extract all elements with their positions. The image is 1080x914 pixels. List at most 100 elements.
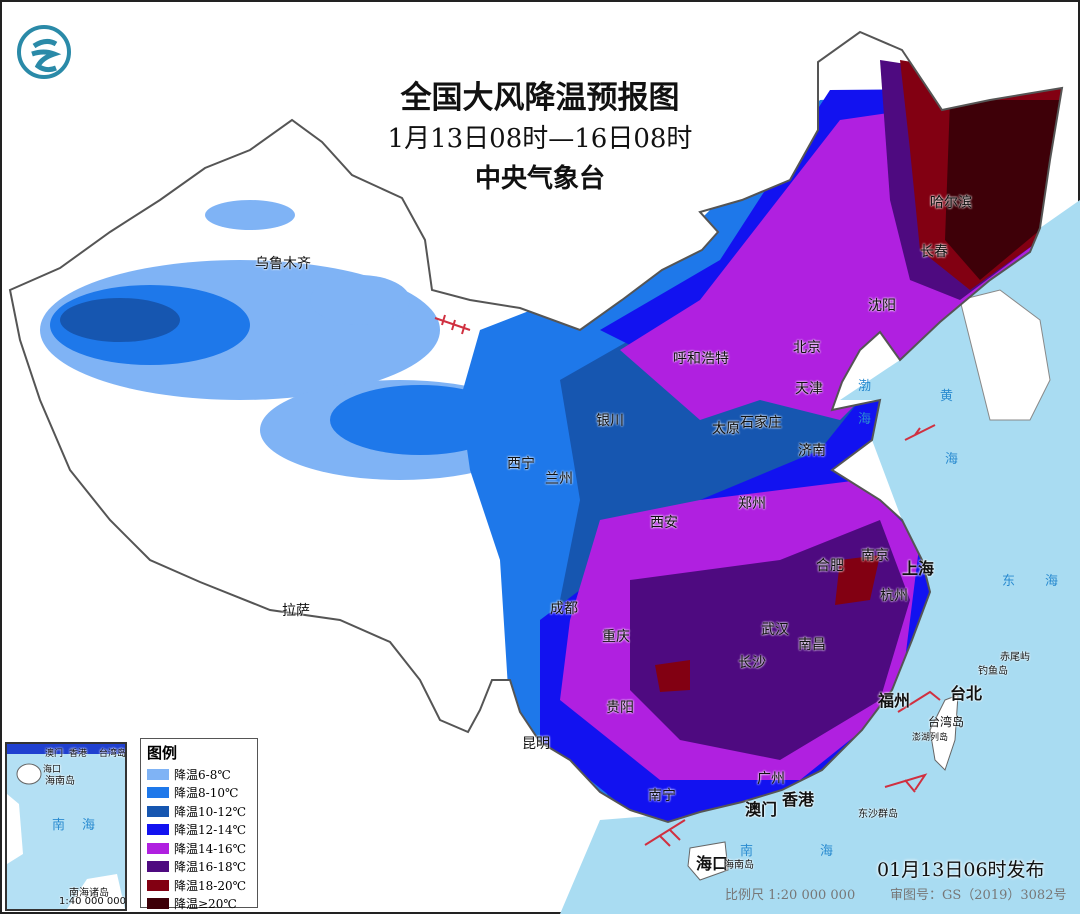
sea-label: 海 [820, 844, 834, 859]
map-scale: 比例尺 1:20 000 000 [725, 888, 856, 903]
legend-swatch [147, 898, 169, 910]
city-label: 呼和浩特 [673, 351, 729, 367]
island-label: 澎湖列岛 [912, 733, 949, 743]
inset-label: 台湾岛 [99, 749, 127, 759]
island-label: 海南岛 [724, 860, 754, 871]
city-label: 昆明 [522, 736, 550, 752]
inset-label: 海口 [43, 765, 62, 775]
legend-item: 降温8-10℃ [147, 784, 257, 803]
city-label: 乌鲁木齐 [255, 256, 311, 272]
legend-item: 降温≥20℃ [147, 895, 257, 914]
forecast-period: 1月13日08时—16日08时 [387, 124, 693, 154]
island-label: 台湾岛 [928, 715, 965, 729]
city-label: 福州 [878, 691, 911, 710]
city-label: 拉萨 [282, 603, 310, 619]
city-label: 沈阳 [868, 298, 896, 314]
sea-label: 海 [945, 452, 959, 467]
city-label: 合肥 [816, 558, 844, 574]
legend-label: 降温18-20℃ [174, 878, 247, 893]
south-china-sea-inset: 澳门 香港 台湾岛 海口 海南岛 南 海 南海诸岛 1:40 000 000 [5, 742, 127, 911]
city-label: 石家庄 [740, 415, 782, 431]
city-label: 兰州 [545, 471, 573, 487]
island-label: 赤尾屿 [1000, 652, 1030, 663]
city-label: 郑州 [738, 496, 766, 512]
city-label: 长春 [920, 244, 948, 260]
inset-label: 海南岛 [45, 776, 75, 787]
city-label: 海口 [696, 854, 729, 873]
city-label: 武汉 [761, 622, 789, 638]
map-title: 全国大风降温预报图 [400, 80, 680, 116]
city-label: 北京 [793, 340, 821, 356]
legend-swatch [147, 768, 169, 780]
city-label: 济南 [798, 443, 826, 459]
legend-swatch [147, 787, 169, 799]
region-6-8 [310, 275, 410, 325]
city-label: 香港 [782, 790, 815, 809]
legend-item: 降温6-8℃ [147, 765, 257, 784]
inset-label: 澳门 [45, 749, 64, 759]
legend-swatch [147, 805, 169, 817]
city-label: 南京 [861, 548, 889, 564]
legend-swatch [147, 879, 169, 891]
city-label: 杭州 [880, 588, 908, 604]
inset-map [7, 744, 125, 909]
sea-label: 海 [1045, 574, 1059, 589]
city-label: 长沙 [738, 655, 766, 671]
city-label: 台北 [950, 684, 983, 703]
inset-label: 香港 [69, 749, 88, 759]
cma-dragon-logo-icon [17, 25, 71, 79]
city-label: 贵阳 [606, 700, 634, 716]
inset-sea-label: 海 [82, 818, 96, 833]
region-6-8 [205, 200, 295, 230]
city-label: 西安 [650, 515, 678, 531]
legend-title: 图例 [147, 744, 178, 762]
region-18-20 [835, 555, 880, 605]
legend-swatch [147, 842, 169, 854]
city-label: 广州 [757, 771, 785, 787]
region-18-20 [655, 660, 690, 692]
legend-label: 降温6-8℃ [174, 767, 231, 782]
city-label: 上海 [902, 559, 935, 578]
region-ge-20 [945, 100, 1060, 280]
legend-swatch [147, 824, 169, 836]
legend-label: 降温12-14℃ [174, 823, 247, 838]
city-label: 银川 [596, 413, 624, 429]
wind-barbs [434, 314, 941, 847]
island-label: 东沙群岛 [858, 809, 898, 820]
sea-label: 黄 [940, 389, 954, 404]
review-number: 审图号：GS（2019）3082号 [890, 888, 1067, 903]
legend-item: 降温18-20℃ [147, 876, 257, 895]
taiwan-island [929, 694, 959, 771]
island-label: 钓鱼岛 [978, 666, 1008, 677]
city-label: 南宁 [648, 788, 676, 804]
issuer: 中央气象台 [474, 164, 605, 194]
sea-label: 海 [858, 412, 872, 427]
inset-label: 南海诸岛 [69, 888, 109, 899]
hainan-island [687, 841, 729, 881]
legend-label: 降温8-10℃ [174, 786, 239, 801]
korea-japan-land [959, 289, 1051, 421]
city-label: 太原 [712, 421, 740, 437]
sea-label: 东 [1002, 574, 1016, 589]
legend-item: 降温16-18℃ [147, 858, 257, 877]
city-label: 澳门 [745, 800, 778, 819]
city-label: 哈尔滨 [930, 195, 972, 211]
legend-label: 降温≥20℃ [174, 897, 237, 912]
legend-label: 降温14-16℃ [174, 841, 247, 856]
city-label: 西宁 [507, 456, 535, 472]
legend-item: 降温12-14℃ [147, 821, 257, 840]
sea-label: 南 [740, 844, 754, 859]
city-label: 成都 [550, 601, 578, 617]
legend: 图例 降温6-8℃ 降温8-10℃ 降温10-12℃ 降温12-14℃ 降温14… [140, 738, 258, 911]
city-label: 南昌 [798, 637, 826, 653]
sea-label: 渤 [858, 379, 872, 394]
city-label: 重庆 [602, 629, 630, 645]
inset-sea-label: 南 [52, 818, 66, 833]
issue-time: 01月13日06时发布 [877, 859, 1045, 881]
legend-item: 降温10-12℃ [147, 802, 257, 821]
legend-label: 降温10-12℃ [174, 804, 247, 819]
legend-item: 降温14-16℃ [147, 839, 257, 858]
region-10-12 [60, 298, 180, 342]
city-label: 天津 [795, 381, 823, 397]
